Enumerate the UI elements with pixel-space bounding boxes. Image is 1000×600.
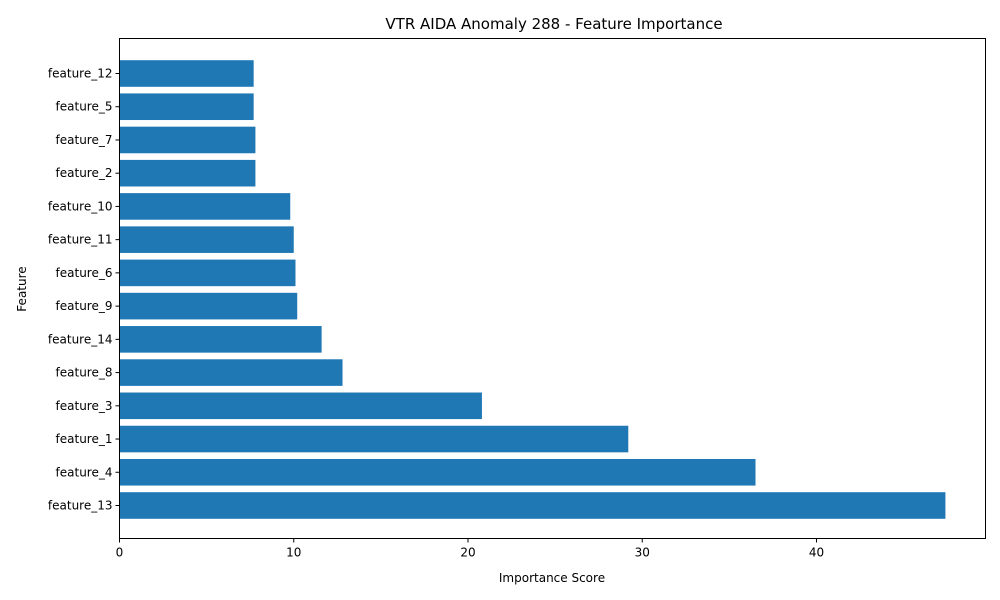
x-tick-label: 40 bbox=[809, 546, 824, 560]
y-tick-label: feature_13 bbox=[48, 499, 113, 513]
bar-feature-12 bbox=[119, 60, 254, 87]
y-axis-ticks: feature_13 feature_4 feature_1 feature_3 fea… bbox=[48, 67, 120, 513]
y-tick-label: feature_9 bbox=[56, 299, 113, 313]
bar-feature-8 bbox=[119, 359, 343, 386]
y-tick-label: feature_14 bbox=[48, 332, 113, 346]
bar-feature-9 bbox=[119, 292, 298, 320]
y-tick-label: feature_6 bbox=[56, 266, 113, 280]
y-tick-label: feature_10 bbox=[48, 199, 113, 213]
x-axis-label: Importance Score bbox=[499, 571, 605, 585]
x-tick-label: 20 bbox=[460, 546, 475, 560]
bar-feature-11 bbox=[119, 226, 294, 253]
x-tick-label: 10 bbox=[286, 546, 301, 560]
y-tick-label: feature_8 bbox=[56, 366, 113, 380]
y-axis-label: Feature bbox=[15, 266, 29, 311]
y-tick-label: feature_11 bbox=[48, 233, 113, 247]
y-tick-label: feature_3 bbox=[56, 399, 113, 413]
y-tick-label: feature_4 bbox=[56, 465, 113, 479]
bar-feature-1 bbox=[119, 425, 629, 453]
x-tick-label: 0 bbox=[116, 546, 124, 560]
y-tick-label: feature_5 bbox=[56, 100, 113, 114]
bar-feature-5 bbox=[119, 93, 254, 121]
y-tick-label: feature_1 bbox=[56, 432, 113, 446]
y-tick-label: feature_7 bbox=[56, 133, 113, 147]
bar-feature-13 bbox=[119, 492, 946, 519]
bar-feature-7 bbox=[119, 126, 256, 154]
bar-feature-4 bbox=[119, 458, 756, 486]
bar-feature-10 bbox=[119, 193, 291, 220]
bar-feature-14 bbox=[119, 326, 322, 353]
x-axis-ticks: 0 10 20 30 40 bbox=[116, 538, 824, 560]
y-tick-label: feature_2 bbox=[56, 166, 113, 180]
bar-feature-6 bbox=[119, 259, 296, 287]
y-tick-label: feature_12 bbox=[48, 67, 113, 81]
plot-frame bbox=[119, 38, 986, 539]
x-tick-label: 30 bbox=[635, 546, 650, 560]
chart-title: VTR AIDA Anomaly 288 - Feature Importanc… bbox=[385, 15, 722, 33]
bars-group bbox=[119, 60, 946, 519]
bar-feature-3 bbox=[119, 392, 482, 420]
bar-feature-2 bbox=[119, 159, 256, 187]
